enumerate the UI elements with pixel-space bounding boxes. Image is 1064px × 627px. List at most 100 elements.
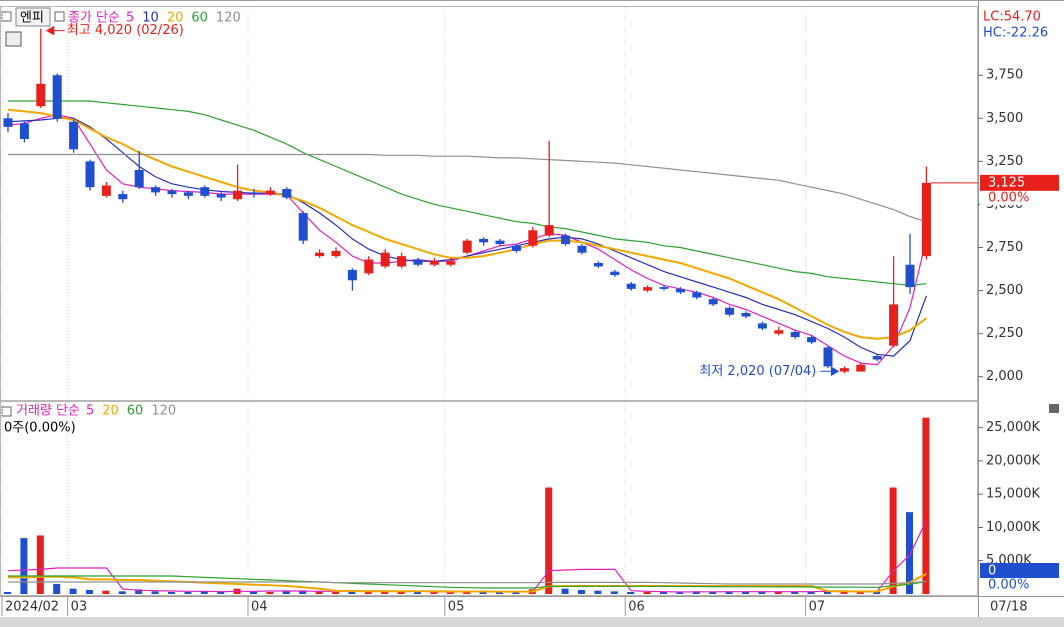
candle-body bbox=[675, 288, 685, 293]
candle-body bbox=[265, 190, 275, 195]
legend-entry: 120 bbox=[216, 11, 241, 26]
volume-bar bbox=[430, 592, 438, 594]
hc-label: HC:-22.26 bbox=[983, 26, 1048, 41]
legend-entry: 10 bbox=[142, 11, 159, 26]
candle-body bbox=[118, 194, 128, 200]
candle-body bbox=[151, 187, 161, 193]
volume-legend: 거래량 단순 bbox=[16, 404, 80, 419]
volume-bar bbox=[561, 588, 569, 594]
candle-body bbox=[856, 364, 866, 372]
volume-bar bbox=[184, 592, 192, 594]
legend-entry: 20 bbox=[167, 11, 184, 26]
legend-entry: 5 bbox=[86, 404, 94, 419]
candle-body bbox=[561, 235, 571, 245]
volume-bar bbox=[414, 592, 421, 594]
candle-body bbox=[69, 121, 79, 150]
candle-body bbox=[725, 307, 735, 315]
y-tick-label: 2,750 bbox=[986, 240, 1023, 255]
candle-body bbox=[544, 225, 554, 236]
candle-body bbox=[790, 331, 800, 338]
y-tick-label: 2,000 bbox=[986, 369, 1023, 384]
candle-body bbox=[610, 271, 620, 276]
candle-body bbox=[692, 292, 702, 298]
toolbar[interactable] bbox=[0, 617, 1064, 627]
stock-box[interactable] bbox=[15, 7, 51, 27]
volume-bar bbox=[676, 592, 684, 594]
pane-close[interactable] bbox=[1049, 404, 1059, 413]
candle-body bbox=[495, 240, 505, 245]
ma-line bbox=[7, 108, 927, 340]
volume-bar bbox=[889, 487, 897, 594]
volume-bar bbox=[807, 591, 815, 594]
legend-entry: 60 bbox=[127, 404, 144, 419]
volume-pane bbox=[0, 401, 978, 596]
candle-body bbox=[593, 263, 603, 267]
price-legend: 종가 단순 bbox=[68, 11, 120, 26]
volume-bar bbox=[20, 538, 28, 594]
volume-bar bbox=[282, 591, 290, 594]
candle-body bbox=[380, 252, 390, 267]
volume-bar bbox=[118, 591, 126, 594]
last-change: 0.00% bbox=[988, 190, 1029, 205]
ma-line bbox=[8, 580, 927, 585]
y-tick-label: 3,500 bbox=[986, 111, 1023, 126]
candle-body bbox=[905, 264, 915, 288]
volume-bar bbox=[922, 417, 930, 594]
low-label: 최저 2,020 (07/04) bbox=[699, 364, 816, 379]
volume-bar bbox=[906, 512, 913, 594]
y-tick-label: 20,000K bbox=[986, 453, 1040, 468]
high-label: 최고 4,020 (02/26) bbox=[67, 23, 184, 38]
lc-label: LC:54.70 bbox=[983, 10, 1041, 25]
volume-bar bbox=[758, 591, 766, 594]
y-tick-label: 2,500 bbox=[986, 283, 1023, 298]
candle-body bbox=[413, 259, 423, 265]
last-volume-change-bg bbox=[980, 578, 1059, 592]
volume-bar bbox=[856, 592, 864, 594]
volume-bar bbox=[479, 592, 487, 594]
volume-bar bbox=[250, 591, 257, 594]
volume-bar bbox=[217, 592, 225, 594]
y-tick-label: 25,000K bbox=[986, 420, 1040, 435]
last-volume: 0 bbox=[988, 564, 996, 579]
volume-bar bbox=[348, 590, 356, 594]
candle-body bbox=[528, 230, 538, 246]
high-arrow bbox=[45, 25, 65, 36]
last-volume-change: 0.00% bbox=[988, 578, 1029, 593]
volume-bar bbox=[266, 592, 274, 594]
volume-bar bbox=[512, 592, 520, 594]
y-tick-label: 2,250 bbox=[986, 326, 1023, 341]
candle-body bbox=[741, 312, 751, 317]
last-price: 3,125 bbox=[988, 175, 1025, 190]
candle-body bbox=[577, 245, 587, 253]
volume-bar bbox=[709, 592, 717, 594]
candle-body bbox=[200, 187, 210, 196]
volume-bar bbox=[610, 591, 618, 594]
volume-bar bbox=[742, 592, 749, 594]
candle-body bbox=[889, 304, 899, 346]
volume-bar bbox=[496, 592, 503, 594]
price-pane bbox=[0, 6, 978, 401]
candle-body bbox=[823, 347, 833, 367]
candle-body bbox=[331, 250, 341, 257]
candle-body bbox=[708, 299, 718, 305]
volume-bar bbox=[545, 487, 553, 594]
candle-body bbox=[134, 169, 144, 188]
candle-body bbox=[659, 287, 669, 289]
x-tick-label: 07 bbox=[809, 600, 826, 615]
y-tick-label: 3,250 bbox=[986, 154, 1023, 169]
legend-icon[interactable] bbox=[54, 11, 65, 22]
volume-bar bbox=[200, 591, 208, 594]
x-tick-label: 2024/02 bbox=[5, 600, 59, 615]
volume-bar bbox=[873, 591, 881, 594]
volume-bar bbox=[4, 592, 11, 594]
candle-body bbox=[757, 323, 767, 329]
volume-bar bbox=[69, 588, 77, 594]
table-icon[interactable] bbox=[5, 31, 22, 47]
candle-body bbox=[85, 161, 95, 188]
low-arrow bbox=[820, 366, 840, 377]
candle-body bbox=[397, 256, 407, 267]
volume-bar bbox=[36, 535, 44, 594]
candle-body bbox=[872, 356, 882, 360]
